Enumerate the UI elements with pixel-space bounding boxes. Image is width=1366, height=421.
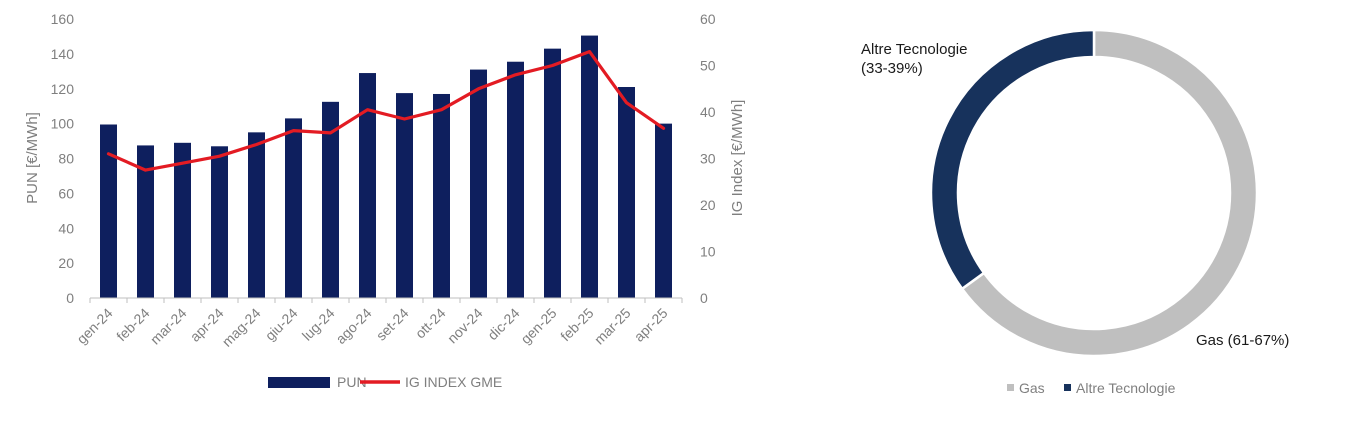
bar-pun-gen-24 — [100, 124, 117, 298]
donut-slices — [929, 28, 1259, 358]
bar-pun-ago-24 — [359, 73, 376, 299]
x-tick-label: mar-24 — [147, 305, 190, 348]
bar-pun-dic-24 — [507, 61, 524, 298]
x-tick-label: ott-24 — [412, 305, 449, 342]
left-axis-ticks: 0 20 40 60 80 100 120 140 160 — [51, 11, 75, 306]
left-axis-title: PUN [€/MWh] — [24, 112, 41, 204]
bar-pun-feb-24 — [137, 145, 154, 298]
x-tick-label: feb-24 — [113, 305, 153, 345]
legend-label-pun: PUN — [337, 374, 367, 390]
x-tick-label: mag-24 — [219, 305, 264, 350]
x-tick-label: gen-25 — [517, 305, 559, 347]
donut-label-altre-line2: (33-39%) — [861, 60, 923, 77]
x-axis-ticks: gen-24feb-24mar-24apr-24mag-24giu-24lug-… — [73, 298, 683, 350]
right-axis-title: IG Index [€/MWh] — [729, 100, 746, 217]
bar-pun-apr-24 — [211, 146, 228, 298]
donut-legend: Gas Altre Tecnologie — [1007, 380, 1176, 396]
right-tick-label: 30 — [700, 151, 716, 167]
pun-bars — [100, 35, 672, 299]
right-axis-ticks: 0 10 20 30 40 50 60 — [700, 11, 716, 306]
left-tick-label: 60 — [58, 185, 74, 201]
legend-swatch-pun — [268, 377, 330, 388]
legend-label-gas: Gas — [1019, 380, 1045, 396]
donut-label-gas: Gas (61-67%) — [1196, 332, 1289, 349]
x-tick-label: apr-25 — [631, 305, 671, 345]
ig-index-line-layer — [106, 49, 666, 172]
left-tick-label: 100 — [51, 116, 75, 132]
donut-slice-altre-tecnologie — [929, 28, 1096, 291]
pun-ig-combo-chart: 0 20 40 60 80 100 120 140 160 0 10 20 30 40 50 60 PUN … — [24, 11, 746, 390]
right-tick-label: 60 — [700, 11, 716, 27]
x-tick-label: giu-24 — [262, 305, 301, 344]
legend-swatch-gas — [1007, 384, 1014, 391]
left-tick-label: 140 — [51, 46, 75, 62]
x-tick-label: mar-25 — [591, 305, 634, 348]
x-tick-label: ago-24 — [332, 305, 374, 347]
bar-pun-mag-24 — [248, 132, 265, 298]
left-tick-label: 0 — [66, 290, 74, 306]
left-tick-label: 80 — [58, 151, 74, 167]
x-tick-label: nov-24 — [444, 305, 486, 347]
right-tick-label: 40 — [700, 104, 716, 120]
bar-pun-apr-25 — [655, 123, 672, 298]
donut-label-altre-tecnologie: Altre Tecnologie (33-39%) — [861, 41, 972, 77]
x-tick-label: lug-24 — [299, 305, 338, 344]
x-tick-label: set-24 — [373, 305, 412, 344]
left-tick-label: 20 — [58, 255, 74, 271]
right-tick-label: 10 — [700, 244, 716, 260]
technology-share-donut-chart: Altre Tecnologie (33-39%) Gas (61-67%) G… — [861, 28, 1289, 396]
legend-label-altre-tecnologie: Altre Tecnologie — [1076, 380, 1176, 396]
left-tick-label: 160 — [51, 11, 75, 27]
x-tick-label: dic-24 — [484, 305, 522, 343]
bar-pun-nov-24 — [470, 69, 487, 298]
bar-pun-lug-24 — [322, 101, 339, 298]
line-ig-index-gme — [106, 49, 666, 172]
x-tick-label: gen-24 — [73, 305, 115, 347]
right-tick-label: 0 — [700, 290, 708, 306]
bar-pun-gen-25 — [544, 48, 561, 298]
bar-pun-set-24 — [396, 93, 413, 298]
donut-slice-gas — [960, 28, 1259, 358]
left-tick-label: 40 — [58, 220, 74, 236]
legend-swatch-altre-tecnologie — [1064, 384, 1071, 391]
legend-label-ig-index: IG INDEX GME — [405, 374, 502, 390]
x-tick-label: feb-25 — [557, 305, 597, 345]
left-tick-label: 120 — [51, 81, 75, 97]
right-tick-label: 20 — [700, 197, 716, 213]
combo-legend: PUN IG INDEX GME — [268, 374, 502, 390]
bar-pun-ott-24 — [433, 93, 450, 298]
donut-label-altre-line1: Altre Tecnologie — [861, 41, 967, 58]
bar-pun-mar-24 — [174, 142, 191, 298]
bar-pun-feb-25 — [581, 35, 598, 299]
bar-pun-mar-25 — [618, 87, 635, 298]
bar-pun-giu-24 — [285, 118, 302, 298]
right-tick-label: 50 — [700, 58, 716, 74]
